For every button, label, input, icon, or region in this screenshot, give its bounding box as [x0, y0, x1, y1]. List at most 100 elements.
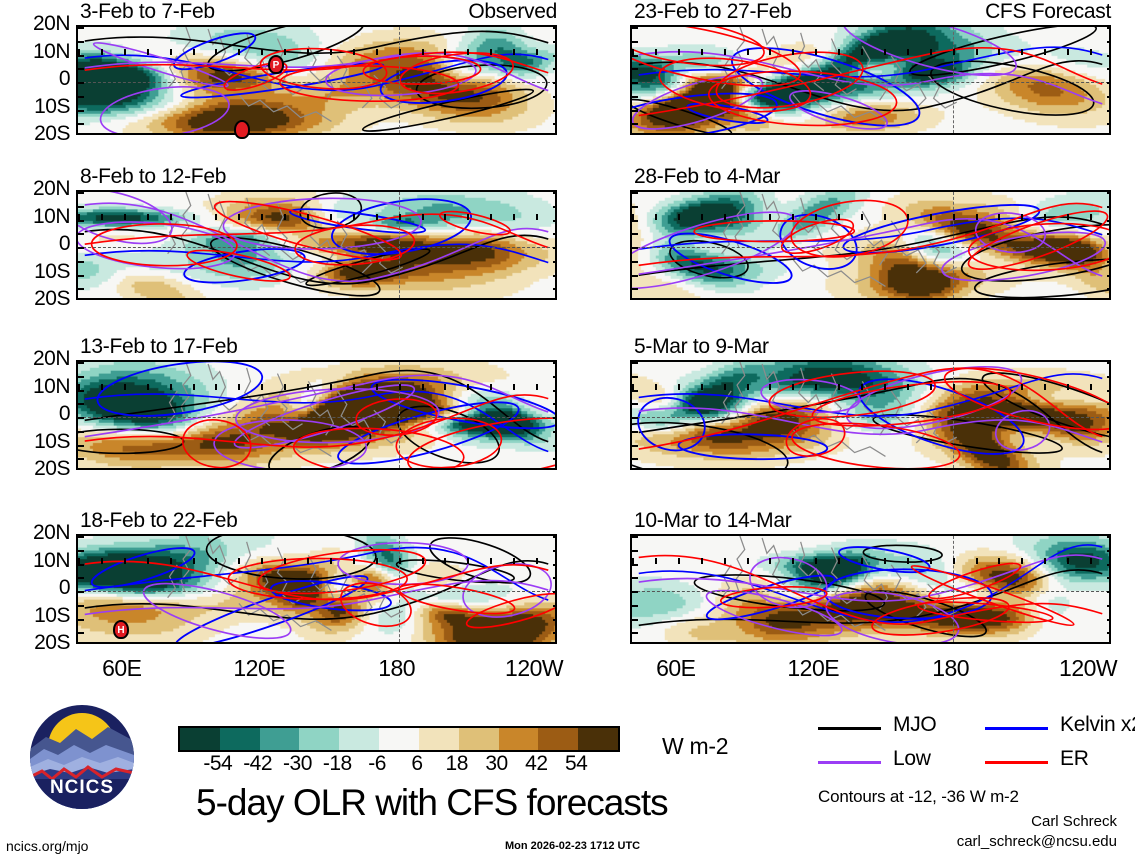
y-axis-label: 20S	[34, 457, 70, 480]
y-tick	[1107, 110, 1109, 112]
x-tick	[976, 558, 978, 564]
y-tick	[78, 376, 84, 378]
y-tick	[78, 431, 84, 433]
y-tick	[78, 417, 84, 419]
x-tick	[124, 558, 126, 564]
x-tick	[193, 384, 195, 390]
site-url[interactable]: ncics.org/mjo	[6, 838, 89, 854]
y-tick	[78, 403, 84, 405]
x-axis-label: 180	[378, 655, 416, 681]
colorbar-segment	[259, 728, 300, 750]
colorbar-tick: 54	[564, 752, 588, 775]
x-tick	[513, 384, 515, 390]
y-tick	[632, 403, 638, 405]
x-tick	[861, 214, 863, 220]
y-tick	[1107, 220, 1109, 222]
x-tick	[953, 214, 955, 220]
x-tick	[238, 49, 240, 55]
x-tick	[215, 49, 217, 55]
y-axis-label: 10N	[32, 374, 71, 398]
y-tick	[78, 206, 84, 208]
x-tick	[307, 384, 309, 390]
x-tick	[1090, 49, 1092, 55]
author-email[interactable]: carl_schreck@ncsu.edu	[956, 833, 1117, 850]
y-tick	[1107, 82, 1109, 84]
wave-contours-obs-1	[84, 27, 549, 133]
y-tick	[78, 68, 84, 70]
x-tick	[422, 214, 424, 220]
x-tick	[1044, 384, 1046, 390]
y-axis-label: 10S	[34, 259, 70, 283]
y-axis-label: 20S	[34, 287, 70, 310]
legend-line-kelvin-x2	[985, 727, 1048, 730]
y-tick	[632, 417, 638, 419]
y-tick	[632, 445, 638, 447]
x-tick	[769, 384, 771, 390]
x-tick	[261, 558, 263, 564]
panel-title-obs-4: 18-Feb to 22-Feb	[80, 509, 238, 532]
x-tick	[170, 49, 172, 55]
x-tick	[467, 214, 469, 220]
y-tick	[78, 220, 84, 222]
y-tick	[632, 458, 638, 460]
dateline-obs-3	[399, 362, 400, 468]
x-tick	[536, 214, 538, 220]
y-tick	[632, 362, 638, 364]
x-tick	[655, 558, 657, 564]
colorbar-segment	[219, 728, 260, 750]
x-tick	[884, 384, 886, 390]
x-tick	[170, 214, 172, 220]
x-tick	[467, 558, 469, 564]
x-tick	[747, 384, 749, 390]
y-tick	[78, 261, 84, 263]
x-tick	[1067, 384, 1069, 390]
y-tick	[553, 55, 555, 57]
x-tick	[930, 558, 932, 564]
y-tick	[1107, 458, 1109, 460]
x-tick	[490, 214, 492, 220]
y-tick	[632, 96, 638, 98]
panel-title-obs-2: 8-Feb to 12-Feb	[80, 165, 227, 188]
x-tick	[376, 214, 378, 220]
x-tick	[747, 558, 749, 564]
y-tick	[1107, 591, 1109, 593]
y-axis-label: 0	[58, 576, 71, 599]
x-tick	[422, 49, 424, 55]
colorbar-segment	[339, 728, 380, 750]
x-tick	[215, 214, 217, 220]
y-tick	[553, 110, 555, 112]
x-tick	[1090, 558, 1092, 564]
x-tick	[1090, 384, 1092, 390]
x-tick	[1067, 214, 1069, 220]
x-tick	[998, 558, 1000, 564]
x-tick	[422, 384, 424, 390]
x-tick	[792, 384, 794, 390]
y-tick	[78, 96, 84, 98]
legend-line-mjo	[818, 727, 881, 730]
x-tick	[884, 558, 886, 564]
panel-title-obs-3: 13-Feb to 17-Feb	[80, 335, 238, 358]
x-tick	[769, 214, 771, 220]
x-tick	[170, 384, 172, 390]
y-axis-label: 20N	[32, 12, 71, 35]
panel-title-fcst-1: 23-Feb to 27-Feb	[634, 0, 792, 23]
x-tick	[330, 558, 332, 564]
y-tick	[553, 591, 555, 593]
panel-title-fcst-2: 28-Feb to 4-Mar	[634, 165, 781, 188]
y-tick	[632, 68, 638, 70]
x-tick	[284, 384, 286, 390]
y-tick	[632, 591, 638, 593]
x-tick	[907, 558, 909, 564]
panel-fcst-4: 10-Mar to 14-Mar	[630, 509, 1111, 644]
map-plot-obs-1	[76, 25, 557, 135]
ncics-logo[interactable]: NCICS	[30, 705, 134, 809]
x-axis-label: 60E	[656, 655, 696, 681]
x-tick	[861, 49, 863, 55]
wave-contours-obs-3	[78, 362, 555, 468]
y-tick	[1107, 605, 1109, 607]
y-tick	[632, 431, 638, 433]
y-axis-label: 20N	[32, 177, 71, 200]
x-tick	[976, 49, 978, 55]
y-tick	[553, 233, 555, 235]
x-tick	[124, 214, 126, 220]
